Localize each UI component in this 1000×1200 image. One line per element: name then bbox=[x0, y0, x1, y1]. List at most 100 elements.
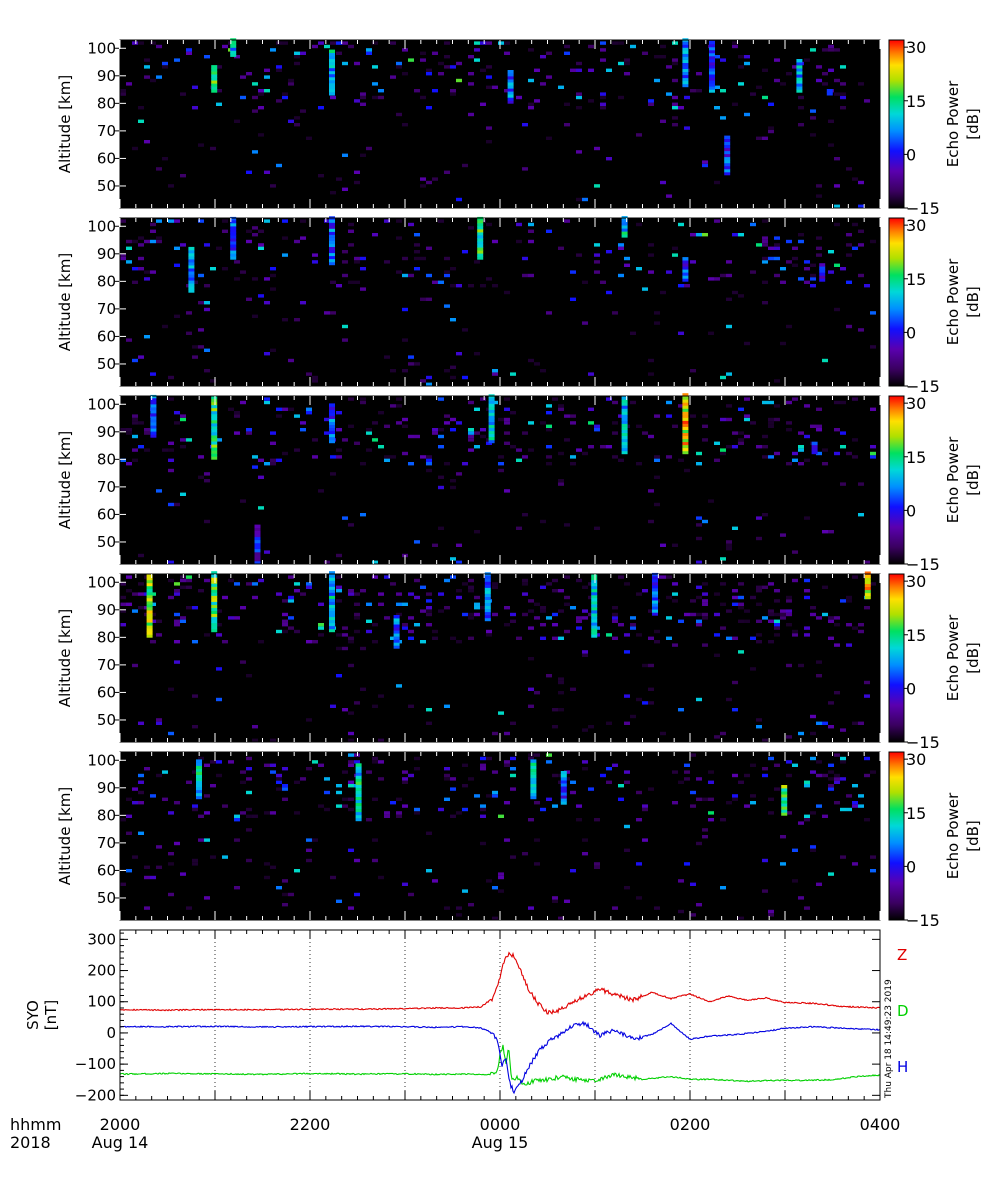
echo-cell bbox=[120, 253, 126, 257]
echo-cell bbox=[834, 451, 840, 456]
echo-cell bbox=[318, 602, 324, 606]
echo-cell bbox=[132, 801, 138, 805]
echo-streak-cell bbox=[211, 583, 218, 587]
echo-cell bbox=[666, 92, 672, 96]
echo-streak-cell bbox=[211, 628, 218, 633]
echo-streak-cell bbox=[230, 250, 237, 254]
echo-cell bbox=[174, 801, 180, 805]
echo-cell bbox=[654, 414, 660, 418]
echo-cell bbox=[558, 451, 564, 456]
echo-cell bbox=[804, 280, 810, 284]
echo-cell bbox=[342, 708, 348, 712]
echo-cell bbox=[768, 582, 774, 586]
echo-cell bbox=[672, 95, 678, 100]
echo-cell bbox=[426, 592, 432, 596]
echo-cell bbox=[798, 431, 804, 435]
echo-streak-cell bbox=[530, 762, 537, 766]
echo-cell bbox=[396, 612, 402, 617]
echo-streak-cell bbox=[652, 609, 658, 613]
echo-cell bbox=[444, 797, 450, 801]
echo-cell bbox=[852, 397, 858, 401]
echo-cell bbox=[606, 767, 612, 771]
echo-cell bbox=[186, 51, 192, 55]
echo-cell bbox=[702, 592, 708, 596]
echo-cell bbox=[150, 239, 156, 244]
echo-cell bbox=[684, 777, 690, 781]
echo-cell bbox=[582, 653, 588, 657]
echo-streak-cell bbox=[484, 602, 491, 606]
echo-cell bbox=[828, 770, 834, 774]
echo-streak-cell bbox=[196, 789, 202, 794]
echo-cell bbox=[756, 136, 762, 140]
echo-streak-cell bbox=[621, 417, 628, 421]
echo-cell bbox=[816, 674, 822, 678]
echo-streak-cell bbox=[724, 159, 731, 164]
echo-cell bbox=[414, 267, 420, 271]
echo-cell bbox=[450, 417, 456, 422]
echo-cell bbox=[180, 445, 186, 449]
echo-cell bbox=[792, 629, 798, 634]
echo-cell bbox=[360, 513, 366, 517]
echo-cell bbox=[792, 578, 798, 583]
echo-cell bbox=[654, 458, 660, 462]
echo-cell bbox=[264, 301, 270, 305]
colorbar-tick-label: 0 bbox=[906, 145, 916, 164]
echo-streak-cell bbox=[211, 595, 218, 599]
echo-cell bbox=[492, 582, 498, 586]
echo-cell bbox=[342, 153, 348, 157]
echo-cell bbox=[750, 92, 756, 96]
echo-cell bbox=[738, 82, 744, 86]
echo-cell bbox=[720, 582, 726, 586]
echo-cell bbox=[708, 499, 714, 503]
echo-streak-cell bbox=[146, 607, 153, 611]
echo-streak-cell bbox=[826, 89, 833, 93]
echo-cell bbox=[864, 694, 870, 698]
echo-cell bbox=[804, 633, 810, 637]
echo-streak-cell bbox=[560, 795, 567, 799]
echo-cell bbox=[132, 414, 138, 418]
echo-cell bbox=[162, 448, 168, 452]
echo-cell bbox=[480, 807, 486, 812]
echo-cell bbox=[336, 51, 342, 55]
echo-cell bbox=[330, 280, 336, 284]
echo-cell bbox=[342, 804, 348, 808]
echo-cell bbox=[240, 770, 246, 774]
echo-cell bbox=[192, 280, 198, 284]
echo-streak-cell bbox=[796, 68, 803, 72]
echo-cell bbox=[642, 807, 648, 812]
echo-cell bbox=[732, 41, 738, 45]
echo-cell bbox=[408, 362, 414, 366]
echo-cell bbox=[612, 431, 618, 435]
echo-streak-cell bbox=[477, 253, 484, 257]
echo-cell bbox=[750, 270, 756, 274]
echo-cell bbox=[414, 767, 420, 771]
echo-cell bbox=[402, 882, 408, 886]
echo-streak-cell bbox=[530, 786, 537, 791]
echo-cell bbox=[480, 763, 486, 767]
echo-streak-cell bbox=[254, 554, 261, 559]
echo-cell bbox=[750, 763, 756, 767]
echo-streak-cell bbox=[329, 592, 335, 596]
echo-cell bbox=[462, 328, 468, 332]
echo-cell bbox=[324, 560, 330, 564]
echo-cell bbox=[600, 106, 606, 110]
echo-cell bbox=[408, 773, 414, 778]
echo-cell bbox=[468, 112, 474, 117]
echo-streak-cell bbox=[211, 607, 218, 611]
echo-cell bbox=[762, 243, 768, 247]
echo-cell bbox=[426, 180, 432, 185]
echo-streak-cell bbox=[796, 86, 803, 90]
echo-cell bbox=[672, 106, 678, 110]
echo-cell bbox=[174, 841, 180, 846]
echo-cell bbox=[360, 646, 366, 651]
echo-cell bbox=[804, 818, 810, 822]
echo-cell bbox=[576, 106, 582, 110]
echo-cell bbox=[774, 417, 780, 422]
echo-cell bbox=[252, 314, 258, 318]
echo-streak-cell bbox=[682, 278, 689, 282]
echo-cell bbox=[384, 814, 390, 818]
echo-streak-cell bbox=[355, 775, 362, 779]
echo-cell bbox=[672, 58, 678, 62]
echo-streak-cell bbox=[329, 613, 335, 618]
